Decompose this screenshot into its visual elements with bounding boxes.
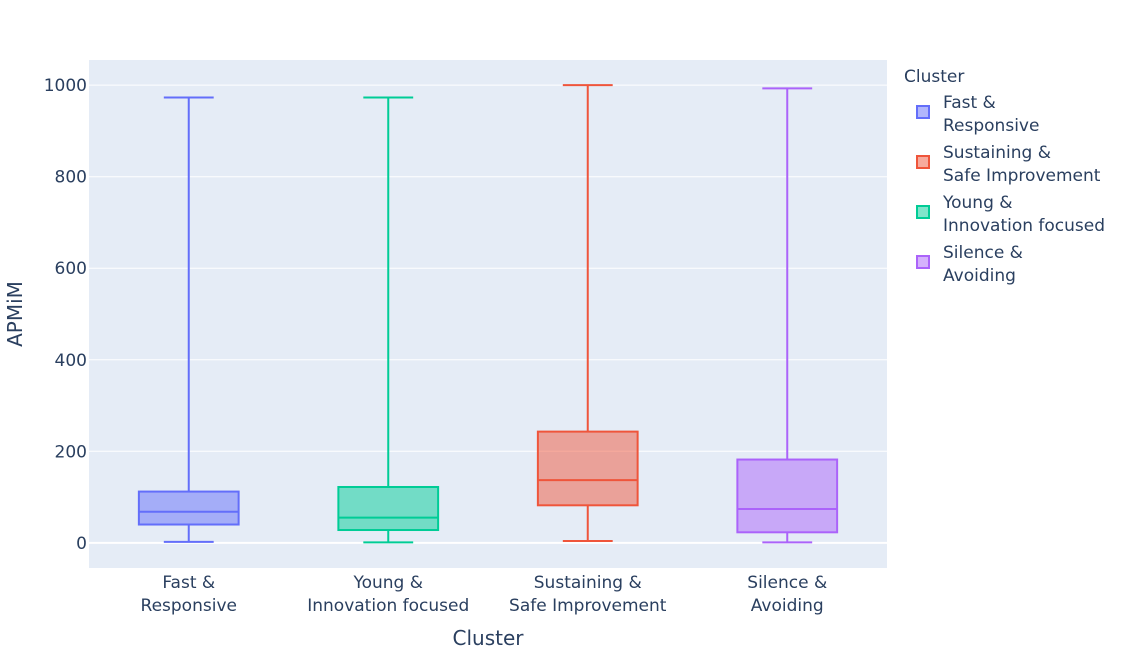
box-series [536, 84, 639, 542]
y-tick-label: 600 [55, 259, 87, 279]
legend-item: Fast & Responsive [916, 93, 1039, 136]
box-series [337, 96, 440, 544]
x-tick-label-line: Silence & [747, 573, 827, 593]
legend-label-line: Avoiding [943, 266, 1016, 286]
x-tick-label: Silence & Avoiding [747, 573, 827, 616]
x-tick-label-line: Responsive [141, 596, 237, 616]
legend-label-line: Safe Improvement [943, 166, 1101, 186]
legend-label-line: Silence & [943, 243, 1023, 263]
legend-label-line: Young & [942, 193, 1013, 213]
iqr-box [536, 430, 639, 507]
box-series [137, 96, 240, 543]
legend-swatch [916, 255, 930, 269]
x-tick-label-line: Sustaining & [534, 573, 642, 593]
legend-item: Sustaining & Safe Improvement [916, 143, 1101, 186]
y-tick-label: 200 [55, 442, 87, 462]
x-tick-label: Fast & Responsive [141, 573, 237, 616]
x-tick-label: Sustaining & Safe Improvement [509, 573, 667, 616]
legend-label-line: Fast & [943, 93, 996, 113]
legend-item: Silence & Avoiding [916, 243, 1023, 286]
legend-label-line: Sustaining & [943, 143, 1051, 163]
x-tick-label-line: Safe Improvement [509, 596, 667, 616]
x-tick-label: Young & Innovation focused [307, 573, 469, 616]
x-tick-label-line: Avoiding [751, 596, 824, 616]
iqr-box [337, 485, 440, 532]
legend-swatch [916, 105, 930, 119]
y-tick-labels: 0 200 400 600 800 1000 [44, 76, 87, 554]
legend-swatch [916, 155, 930, 169]
legend-label: Young & Innovation focused [942, 193, 1105, 236]
x-axis-title: Cluster [453, 626, 525, 650]
y-tick-label: 0 [76, 534, 87, 554]
grid-lines [89, 84, 887, 544]
iqr-box [736, 458, 839, 534]
x-tick-label-line: Innovation focused [307, 596, 469, 616]
legend-label: Fast & Responsive [943, 93, 1039, 136]
y-tick-label: 400 [55, 351, 87, 371]
y-axis-title: APMiM [3, 281, 27, 347]
x-tick-label-line: Young & [352, 573, 423, 593]
legend-label: Silence & Avoiding [943, 243, 1023, 286]
legend-label: Sustaining & Safe Improvement [943, 143, 1101, 186]
legend-label-line: Innovation focused [943, 216, 1105, 236]
boxes [137, 84, 839, 544]
x-tick-label-line: Fast & [162, 573, 215, 593]
legend: Cluster Fast & Responsive Sustaining & Safe… [904, 67, 1105, 286]
legend-label-line: Responsive [943, 116, 1039, 136]
box-series [736, 87, 839, 544]
x-tick-labels: Fast & Responsive Young & Innovation focuse… [141, 573, 828, 616]
y-tick-label: 1000 [44, 76, 87, 96]
legend-swatch [916, 205, 930, 219]
legend-item: Young & Innovation focused [916, 193, 1105, 236]
legend-title: Cluster [904, 67, 964, 87]
y-tick-label: 800 [55, 168, 87, 188]
iqr-box [137, 490, 240, 526]
